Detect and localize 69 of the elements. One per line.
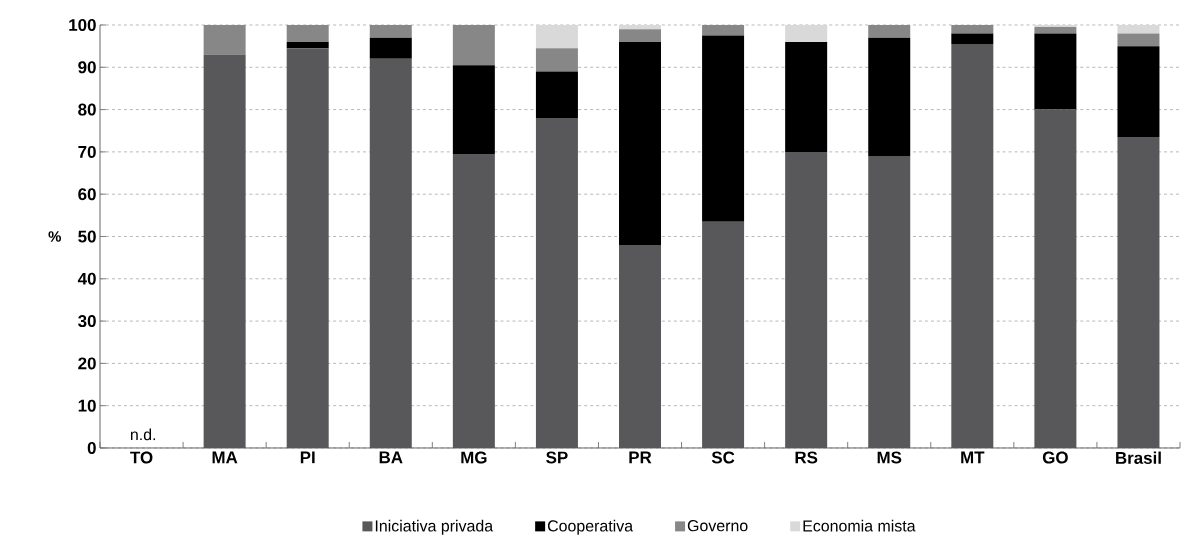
- bar: [1117, 24, 1160, 34]
- bar: [286, 41, 329, 49]
- bar: [785, 151, 828, 448]
- bar: [619, 41, 662, 245]
- x-tick-label: SC: [711, 451, 735, 464]
- x-tick-label: MG: [461, 451, 487, 464]
- bar: [535, 118, 578, 448]
- bar: [1034, 33, 1077, 110]
- y-tick-label: 60: [78, 188, 96, 201]
- bar: [868, 156, 911, 448]
- bar: [1034, 24, 1077, 28]
- y-tick-label: 0: [87, 441, 96, 454]
- bar: [702, 35, 745, 222]
- bar: [619, 24, 662, 30]
- legend-label: Governo: [687, 520, 748, 532]
- bar: [785, 24, 828, 42]
- y-tick-label: 20: [78, 357, 96, 370]
- bar: [785, 41, 828, 152]
- bar: [1117, 46, 1160, 138]
- bar: [619, 29, 662, 42]
- y-tick-label: 30: [78, 315, 96, 328]
- bar: [286, 48, 329, 448]
- bar: [535, 24, 578, 49]
- legend-label: Cooperativa: [547, 519, 634, 535]
- bar: [868, 24, 911, 38]
- bar: [203, 54, 246, 448]
- y-tick-label: 80: [78, 103, 96, 116]
- annotation: n.d.: [130, 428, 156, 441]
- x-tick-label: BA: [379, 451, 403, 464]
- x-tick-label: MS: [877, 451, 902, 464]
- bar: [951, 44, 994, 448]
- x-tick-label: RS: [795, 451, 818, 464]
- bar: [951, 33, 994, 45]
- bar: [286, 24, 329, 42]
- bar: [535, 48, 578, 72]
- x-tick-label: MT: [961, 451, 985, 464]
- bar: [868, 37, 911, 157]
- y-tick-label: 40: [77, 272, 96, 285]
- x-tick-label: SP: [546, 451, 568, 464]
- x-tick-label: TO: [130, 451, 153, 464]
- bar: [369, 58, 412, 448]
- bar: [535, 71, 578, 119]
- bar: [452, 65, 495, 154]
- y-tick-label: 10: [78, 399, 96, 412]
- legend-label: Iniciativa privada: [375, 519, 494, 535]
- bar: [203, 24, 246, 55]
- bar: [702, 24, 745, 36]
- bar: [619, 244, 662, 448]
- legend-label: Economia mista: [803, 519, 916, 532]
- bar: [1117, 33, 1160, 47]
- bar: [1117, 137, 1160, 448]
- bar: [1034, 27, 1077, 34]
- x-tick-label: GO: [1042, 451, 1068, 464]
- bar: [369, 24, 412, 38]
- x-tick-label: MA: [212, 451, 238, 464]
- y-axis-title: %: [48, 231, 61, 242]
- y-tick-label: 70: [78, 145, 96, 158]
- y-tick-label: 100: [69, 18, 96, 31]
- y-tick-label: 90: [78, 61, 96, 74]
- bar: [951, 24, 994, 34]
- x-tick-label: PR: [629, 451, 652, 464]
- bar: [702, 221, 745, 448]
- bar: [452, 154, 495, 448]
- bar: [369, 37, 412, 59]
- x-tick-label: PI: [300, 451, 315, 464]
- bar: [452, 24, 495, 66]
- bar: [1034, 109, 1077, 448]
- x-tick-label: Brasil: [1116, 451, 1161, 464]
- y-tick-label: 50: [78, 230, 96, 243]
